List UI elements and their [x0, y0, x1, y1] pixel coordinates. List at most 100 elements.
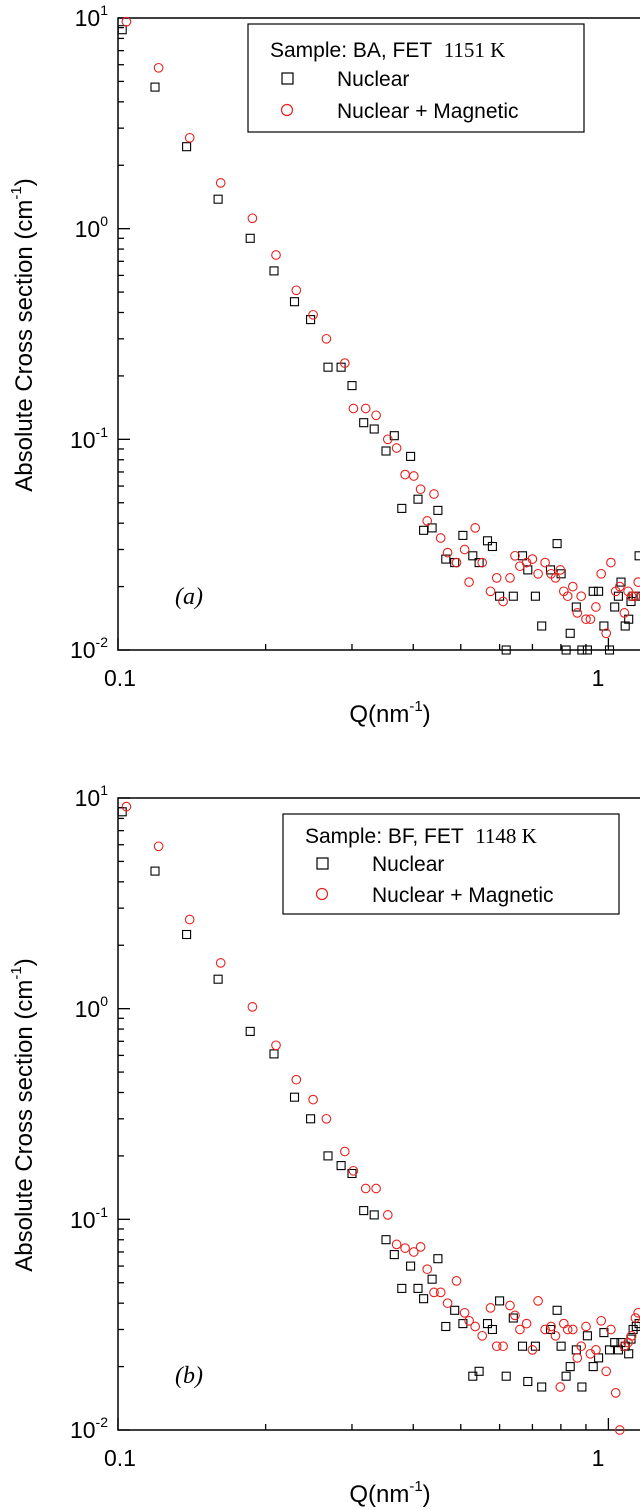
nuclear-point-a-1 — [150, 82, 160, 92]
magnetic-point-b-47 — [591, 1345, 601, 1355]
nuclear-point-a-18 — [419, 525, 429, 535]
legend-entry-magnetic-b: Nuclear + Magnetic — [372, 884, 554, 907]
magnetic-point-b-44 — [576, 1341, 587, 1352]
magnetic-point-b-51 — [610, 1388, 621, 1398]
magnetic-point-a-55 — [626, 591, 637, 602]
magnetic-point-b-33 — [521, 1318, 532, 1329]
magnetic-point-a-45 — [581, 614, 591, 625]
xtick-label-a-0.1: 0.1 — [104, 665, 136, 691]
nuclear-point-b-27 — [487, 1324, 497, 1335]
magnetic-point-a-48 — [596, 568, 607, 579]
magnetic-point-b-4 — [247, 1002, 258, 1012]
magnetic-point-a-28 — [491, 573, 502, 583]
magnetic-point-b-40 — [558, 1318, 569, 1329]
legend-title-a: Sample: BA, FET 1151 K — [270, 38, 505, 62]
nuclear-point-a-25 — [474, 558, 484, 568]
magnetic-point-b-17 — [415, 1242, 426, 1252]
nuclear-point-a-17 — [413, 494, 423, 504]
nuclear-point-b-26 — [482, 1319, 493, 1329]
nuclear-point-a-42 — [582, 645, 592, 655]
nuclear-point-b-32 — [523, 1376, 533, 1387]
magnetic-point-b-31 — [510, 1310, 520, 1321]
nuclear-point-a-51 — [624, 614, 634, 624]
nuclear-point-a-47 — [610, 602, 620, 612]
magnetic-point-a-57 — [633, 577, 640, 587]
ytick-label-b-3: 10-1 — [70, 1204, 108, 1233]
nuclear-point-b-37 — [556, 1341, 566, 1351]
magnetic-point-a-38 — [550, 573, 561, 583]
ytick-label-b-2: 100 — [75, 993, 109, 1022]
nuclear-point-b-28 — [495, 1296, 505, 1306]
nuclear-point-a-43 — [588, 586, 598, 596]
ytick-label-a-2: 100 — [75, 213, 109, 242]
nuclear-point-b-3 — [213, 974, 223, 984]
magnetic-point-a-15 — [400, 469, 410, 480]
nuclear-point-a-33 — [530, 591, 540, 601]
magnetic-point-a-8 — [321, 333, 332, 344]
xlabel-b: Q(nm-1) — [349, 1478, 430, 1508]
legend-b: Sample: BF, FET 1148 K Nuclear Nuclear +… — [282, 813, 620, 915]
magnetic-point-a-44 — [576, 591, 587, 602]
legend-marker-magnetic-a — [280, 103, 294, 117]
nuclear-point-b-31 — [517, 1341, 528, 1351]
magnetic-point-a-23 — [459, 544, 470, 555]
nuclear-point-a-5 — [269, 266, 279, 276]
legend-marker-nuclear-a — [281, 72, 294, 85]
magnetic-point-a-47 — [591, 602, 601, 612]
nuclear-point-b-19 — [427, 1274, 437, 1284]
nuclear-point-b-41 — [577, 1382, 587, 1392]
legend-entry-nuclear-a: Nuclear — [337, 68, 409, 91]
nuclear-point-a-7 — [306, 315, 316, 325]
nuclear-point-a-30 — [508, 591, 518, 601]
ytick-label-b-4: 10-2 — [70, 1414, 108, 1443]
legend-box-a — [247, 23, 585, 133]
legend-title-b: Sample: BF, FET 1148 K — [305, 824, 537, 848]
panel-label-a: (a) — [175, 584, 203, 610]
nuclear-point-a-34 — [537, 621, 547, 631]
nuclear-point-b-23 — [458, 1319, 468, 1329]
xtick-label-a-1: 1 — [592, 665, 605, 691]
ytick-label-a-3: 10-1 — [70, 424, 108, 453]
nuclear-point-b-18 — [419, 1294, 429, 1304]
nuclear-point-b-22 — [450, 1305, 460, 1315]
legend-marker-magnetic-b — [315, 887, 329, 901]
nuclear-point-b-5 — [269, 1049, 279, 1059]
nuclear-point-b-25 — [474, 1366, 484, 1376]
magnetic-point-a-29 — [498, 596, 508, 607]
nuclear-point-a-15 — [397, 503, 407, 513]
magnetic-point-b-22 — [451, 1276, 462, 1286]
magnetic-point-b-36 — [540, 1324, 550, 1335]
nuclear-point-b-8 — [323, 1151, 333, 1161]
magnetic-point-a-10 — [348, 403, 359, 414]
magnetic-point-b-13 — [382, 1210, 393, 1220]
magnetic-point-b-1 — [153, 841, 164, 852]
magnetic-point-a-34 — [527, 554, 538, 564]
magnetic-point-b-37 — [546, 1321, 556, 1332]
nuclear-point-b-51 — [624, 1349, 634, 1359]
nuclear-point-a-16 — [406, 451, 416, 461]
nuclear-point-b-17 — [413, 1283, 423, 1293]
nuclear-point-b-11 — [359, 1206, 369, 1216]
magnetic-point-b-2 — [184, 914, 195, 925]
nuclear-point-a-41 — [577, 645, 587, 655]
nuclear-point-b-24 — [468, 1371, 478, 1381]
magnetic-point-a-2 — [184, 132, 195, 143]
magnetic-point-a-42 — [567, 581, 578, 592]
magnetic-point-b-42 — [567, 1324, 578, 1335]
plot-frame-a — [117, 17, 640, 651]
magnetic-point-b-30 — [505, 1300, 515, 1311]
magnetic-point-a-50 — [606, 557, 616, 568]
nuclear-point-a-2 — [182, 142, 192, 152]
ytick-label-b-1: 101 — [75, 782, 109, 811]
magnetic-point-b-34 — [527, 1345, 538, 1355]
nuclear-point-a-31 — [517, 551, 528, 561]
nuclear-point-a-6 — [289, 297, 300, 307]
magnetic-point-a-18 — [422, 516, 433, 526]
magnetic-point-b-29 — [498, 1341, 508, 1352]
magnetic-point-a-33 — [521, 557, 532, 568]
magnetic-point-a-1 — [153, 62, 164, 73]
magnetic-point-a-19 — [429, 489, 439, 499]
panel-label-b: (b) — [175, 1363, 203, 1389]
magnetic-point-b-26 — [477, 1330, 488, 1341]
